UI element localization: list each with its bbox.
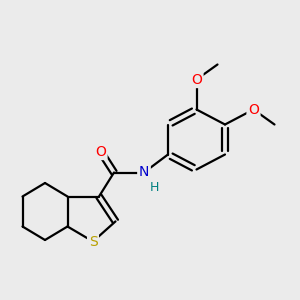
Text: H: H (150, 181, 159, 194)
Text: N: N (139, 166, 149, 179)
Text: O: O (248, 103, 259, 116)
Text: O: O (95, 145, 106, 158)
Text: S: S (88, 235, 98, 248)
Text: O: O (191, 73, 202, 86)
